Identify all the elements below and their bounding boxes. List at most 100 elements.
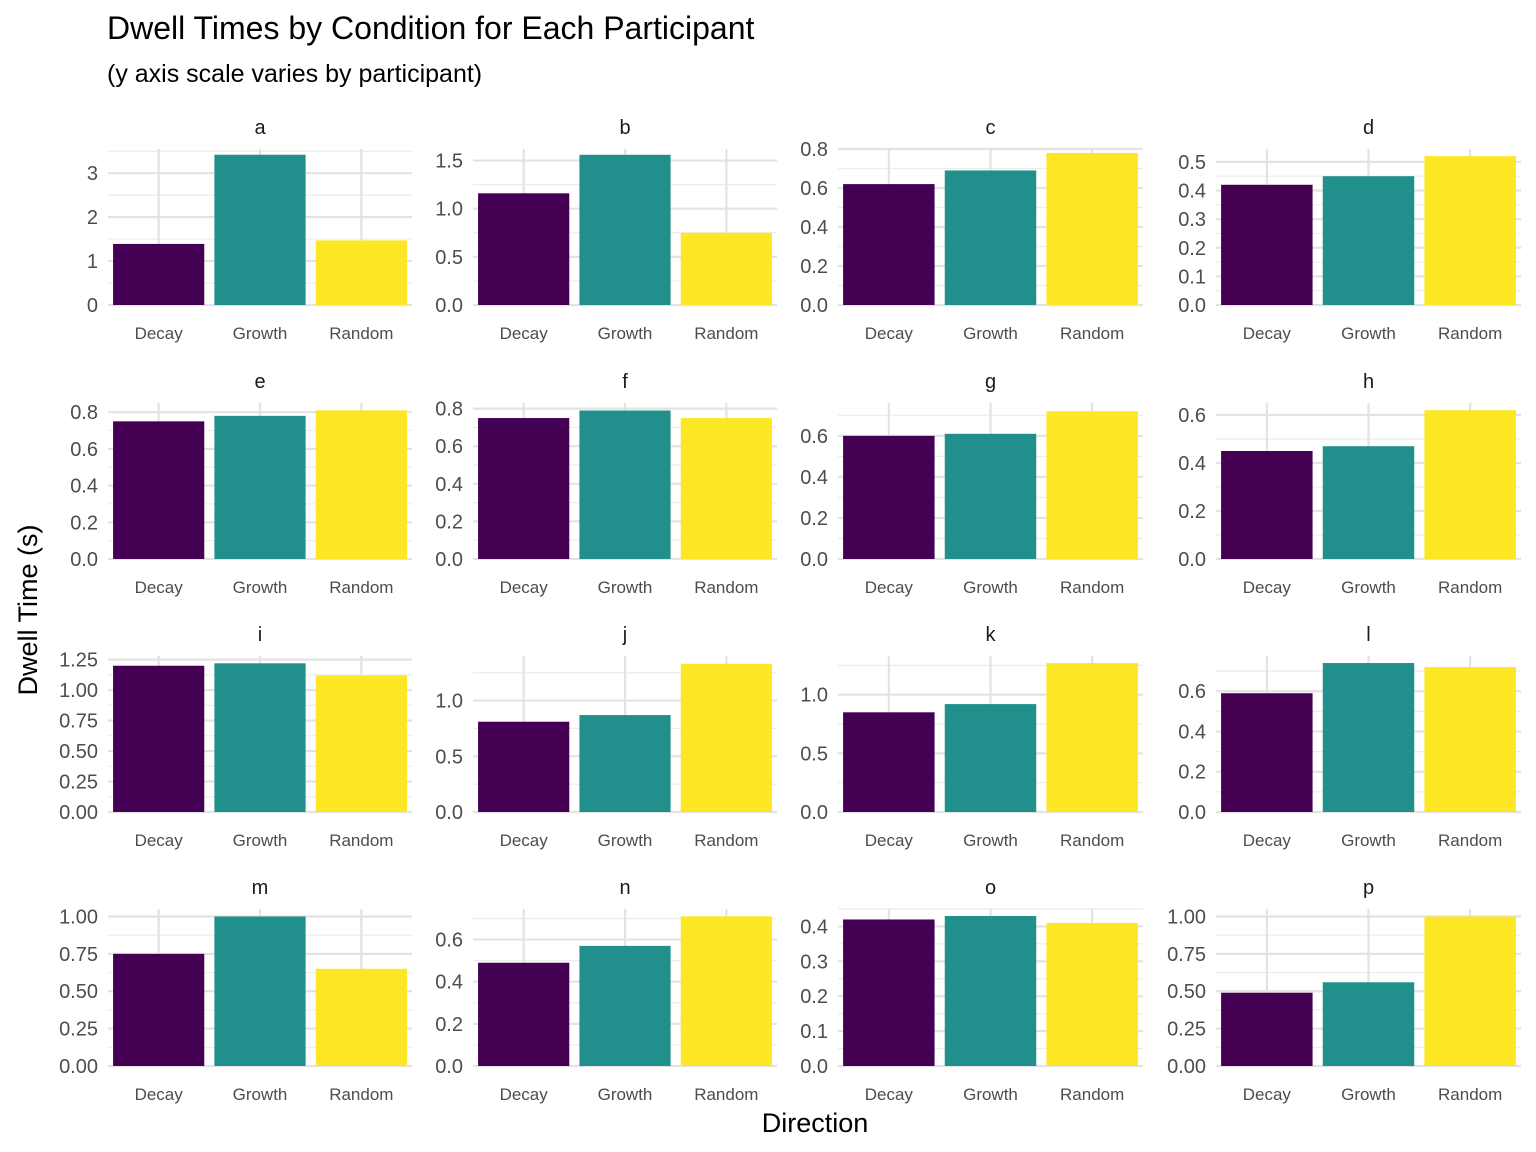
- bar-o-decay: [843, 919, 935, 1066]
- x-tick-label: Decay: [1243, 578, 1292, 597]
- panel-a: 0 1 2 3 Decay Growth Random a: [87, 117, 412, 343]
- y-tick-label: 0.2: [435, 1014, 463, 1036]
- panel-g: 0.0 0.2 0.4 0.6 Decay Growth Random g: [800, 371, 1143, 597]
- bar-n-growth: [579, 945, 671, 1066]
- x-tick-label: Growth: [233, 324, 288, 343]
- panel-label: a: [254, 117, 266, 139]
- y-tick-label: 0.4: [800, 916, 828, 938]
- bar-i-decay: [113, 665, 205, 812]
- y-tick-label: 1: [87, 251, 98, 273]
- y-tick-label: 0.0: [435, 802, 463, 824]
- bar-d-random: [1424, 156, 1516, 305]
- chart-title: Dwell Times by Condition for Each Partic…: [107, 10, 755, 46]
- panel-c: 0.0 0.2 0.4 0.6 0.8 Decay Growth Random c: [800, 117, 1143, 343]
- bar-k-growth: [944, 704, 1037, 812]
- x-tick-label: Decay: [865, 831, 914, 850]
- bar-n-decay: [478, 962, 570, 1066]
- x-tick-label: Random: [694, 1085, 758, 1104]
- panel-label: j: [622, 624, 627, 646]
- bar-l-decay: [1221, 693, 1313, 812]
- panel-k: 0.0 0.5 1.0 Decay Growth Random k: [800, 624, 1143, 850]
- panel-label: o: [985, 877, 996, 899]
- panel-label: e: [254, 371, 265, 393]
- y-tick-label: 0.0: [1178, 802, 1206, 824]
- bar-l-random: [1424, 667, 1516, 812]
- panel-label: f: [622, 371, 628, 393]
- y-tick-label: 0.0: [435, 549, 463, 571]
- panel-label: l: [1366, 624, 1370, 646]
- bar-b-random: [680, 232, 772, 305]
- y-tick-label: 0.25: [1167, 1019, 1206, 1041]
- y-tick-label: 0.75: [59, 711, 98, 733]
- y-axis-title: Dwell Time (s): [13, 524, 43, 695]
- bar-p-growth: [1322, 982, 1415, 1066]
- y-tick-label: 0.0: [435, 1056, 463, 1078]
- y-tick-label: 0.6: [70, 439, 98, 461]
- y-tick-label: 1.00: [59, 680, 98, 702]
- y-tick-label: 0.2: [435, 511, 463, 533]
- y-tick-label: 0.00: [59, 1056, 98, 1078]
- x-tick-label: Growth: [963, 1085, 1018, 1104]
- chart-subtitle: (y axis scale varies by participant): [107, 60, 483, 88]
- panel-b: 0.0 0.5 1.0 1.5 Decay Growth Random b: [435, 117, 777, 343]
- y-tick-label: 0.0: [1178, 549, 1206, 571]
- panel-label: k: [986, 624, 997, 646]
- x-tick-label: Growth: [233, 578, 288, 597]
- y-tick-label: 0.8: [435, 399, 463, 421]
- y-tick-label: 0.4: [1178, 453, 1206, 475]
- y-tick-label: 0.4: [800, 217, 828, 239]
- bar-f-random: [680, 418, 772, 559]
- y-tick-label: 0.4: [1178, 181, 1206, 203]
- bar-b-decay: [478, 193, 570, 305]
- y-tick-label: 0.2: [1178, 501, 1206, 523]
- y-tick-label: 0.1: [1178, 266, 1206, 288]
- panel-f: 0.0 0.2 0.4 0.6 0.8 Decay Growth Random f: [435, 371, 777, 597]
- x-tick-label: Growth: [598, 324, 653, 343]
- panel-m: 0.00 0.25 0.50 0.75 1.00 Decay Growth Random m: [59, 877, 412, 1104]
- y-tick-label: 0.8: [70, 402, 98, 424]
- bar-l-growth: [1322, 663, 1415, 812]
- x-tick-label: Decay: [135, 324, 184, 343]
- y-tick-label: 0.00: [1167, 1056, 1206, 1078]
- bar-f-decay: [478, 418, 570, 559]
- y-tick-label: 0.0: [800, 802, 828, 824]
- y-tick-label: 0.4: [800, 467, 828, 489]
- panel-label: n: [619, 877, 630, 899]
- y-tick-label: 0.0: [800, 1056, 828, 1078]
- y-tick-label: 0.50: [59, 741, 98, 763]
- x-tick-label: Decay: [500, 831, 549, 850]
- x-tick-label: Random: [329, 578, 393, 597]
- y-tick-label: 0.25: [59, 1019, 98, 1041]
- bar-k-random: [1046, 663, 1138, 812]
- x-tick-label: Growth: [598, 1085, 653, 1104]
- y-tick-label: 0.6: [800, 178, 828, 200]
- y-tick-label: 0.2: [1178, 762, 1206, 784]
- bar-b-growth: [579, 154, 671, 305]
- bar-h-growth: [1322, 446, 1415, 559]
- x-tick-label: Decay: [1243, 324, 1292, 343]
- panel-h: 0.0 0.2 0.4 0.6 Decay Growth Random h: [1178, 371, 1521, 597]
- y-tick-label: 0.6: [1178, 681, 1206, 703]
- bar-p-decay: [1221, 992, 1313, 1066]
- x-tick-label: Growth: [233, 1085, 288, 1104]
- x-tick-label: Growth: [963, 578, 1018, 597]
- bar-c-decay: [843, 184, 935, 305]
- y-tick-label: 0.6: [435, 930, 463, 952]
- bar-j-random: [680, 663, 772, 812]
- bar-k-decay: [843, 712, 935, 812]
- panel-i: 0.00 0.25 0.50 0.75 1.00 1.25 Decay Growth Rando…: [59, 624, 412, 850]
- panel-n: 0.0 0.2 0.4 0.6 Decay Growth Random n: [435, 877, 777, 1104]
- x-tick-label: Random: [1060, 1085, 1124, 1104]
- bar-j-decay: [478, 721, 570, 812]
- x-tick-label: Random: [1060, 831, 1124, 850]
- bar-a-decay: [113, 243, 205, 305]
- bar-c-growth: [944, 170, 1037, 305]
- y-tick-label: 0.2: [70, 512, 98, 534]
- y-tick-label: 0.2: [800, 256, 828, 278]
- y-tick-label: 0.3: [800, 951, 828, 973]
- x-tick-label: Growth: [1341, 324, 1396, 343]
- y-tick-label: 0.6: [800, 426, 828, 448]
- y-tick-label: 1.25: [59, 650, 98, 672]
- y-tick-label: 0.0: [70, 549, 98, 571]
- y-tick-label: 1.0: [435, 691, 463, 713]
